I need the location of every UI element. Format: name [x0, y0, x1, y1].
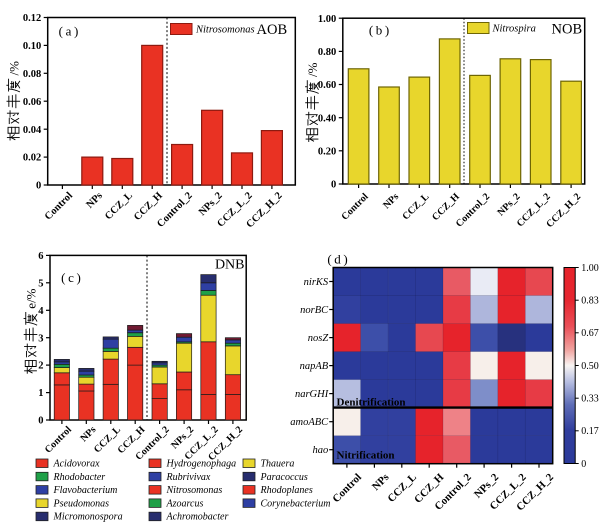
svg-text:0.83: 0.83 — [581, 296, 599, 307]
svg-text:narGHI: narGHI — [295, 389, 329, 400]
svg-text:6: 6 — [38, 251, 43, 262]
svg-text:Rubrivivax: Rubrivivax — [166, 472, 211, 483]
svg-text:Thauera: Thauera — [261, 459, 295, 470]
svg-text:4: 4 — [38, 306, 44, 317]
svg-text:0.50: 0.50 — [581, 361, 599, 372]
svg-text:Nitrospira: Nitrospira — [492, 24, 536, 35]
svg-text:3: 3 — [38, 333, 43, 344]
svg-text:napAB: napAB — [300, 361, 329, 372]
svg-text:0: 0 — [581, 459, 586, 470]
svg-text:/%: /% — [305, 62, 320, 77]
svg-text:/%: /% — [6, 61, 21, 76]
svg-text:Flavobacterium: Flavobacterium — [53, 485, 118, 496]
svg-text:( b ): ( b ) — [369, 23, 389, 38]
svg-text:Corynebacterium: Corynebacterium — [261, 498, 331, 509]
svg-text:e/%: e/% — [24, 288, 39, 308]
svg-text:Rhodoplanes: Rhodoplanes — [260, 485, 313, 496]
svg-text:Nitrosomonas: Nitrosomonas — [166, 485, 223, 496]
svg-text:Hydrogenophaga: Hydrogenophaga — [166, 459, 237, 470]
svg-text:0: 0 — [331, 180, 336, 191]
svg-text:0.17: 0.17 — [581, 426, 599, 437]
svg-text:0.02: 0.02 — [23, 153, 41, 164]
svg-text:1.00: 1.00 — [318, 14, 336, 25]
svg-text:norBC: norBC — [300, 305, 329, 316]
svg-text:0.06: 0.06 — [23, 97, 41, 108]
svg-text:0.80: 0.80 — [318, 47, 336, 58]
svg-text:0.04: 0.04 — [23, 125, 42, 136]
svg-text:0.40: 0.40 — [318, 113, 336, 124]
svg-text:Paracoccus: Paracoccus — [260, 472, 308, 483]
svg-text:Rhodobacter: Rhodobacter — [53, 472, 106, 483]
svg-text:nosZ: nosZ — [308, 333, 329, 344]
svg-text:0.67: 0.67 — [581, 328, 599, 339]
svg-text:nirKS: nirKS — [304, 277, 329, 288]
svg-text:( c ): ( c ) — [61, 270, 81, 285]
svg-text:0.33: 0.33 — [581, 394, 599, 405]
svg-text:0.08: 0.08 — [23, 69, 41, 80]
svg-text:1: 1 — [38, 388, 43, 399]
svg-text:( d ): ( d ) — [327, 252, 347, 267]
svg-text:0: 0 — [38, 416, 43, 427]
svg-text:Azoarcus: Azoarcus — [166, 498, 204, 509]
svg-text:0.10: 0.10 — [23, 41, 41, 52]
svg-text:DNB: DNB — [215, 258, 245, 273]
svg-text:Nitrification: Nitrification — [337, 450, 395, 462]
svg-text:0.20: 0.20 — [318, 146, 336, 157]
svg-text:NOB: NOB — [552, 22, 583, 38]
svg-text:Pseudomonas: Pseudomonas — [53, 498, 110, 509]
svg-text:0.12: 0.12 — [23, 13, 41, 24]
svg-text:Micromonospora: Micromonospora — [53, 512, 123, 523]
svg-text:Achromobacter: Achromobacter — [166, 512, 229, 523]
svg-text:2: 2 — [38, 361, 43, 372]
svg-text:hao: hao — [312, 445, 328, 456]
svg-text:0: 0 — [36, 181, 41, 192]
svg-text:1.00: 1.00 — [581, 263, 599, 274]
svg-text:Nitrosomonas: Nitrosomonas — [195, 25, 255, 36]
svg-text:( a ): ( a ) — [59, 23, 79, 38]
svg-text:amoABC: amoABC — [290, 417, 329, 428]
svg-text:Acidovorax: Acidovorax — [53, 459, 101, 470]
svg-text:Denitrification: Denitrification — [337, 396, 406, 408]
svg-text:5: 5 — [38, 278, 43, 289]
svg-text:AOB: AOB — [257, 22, 288, 38]
svg-text:0.60: 0.60 — [318, 80, 336, 91]
